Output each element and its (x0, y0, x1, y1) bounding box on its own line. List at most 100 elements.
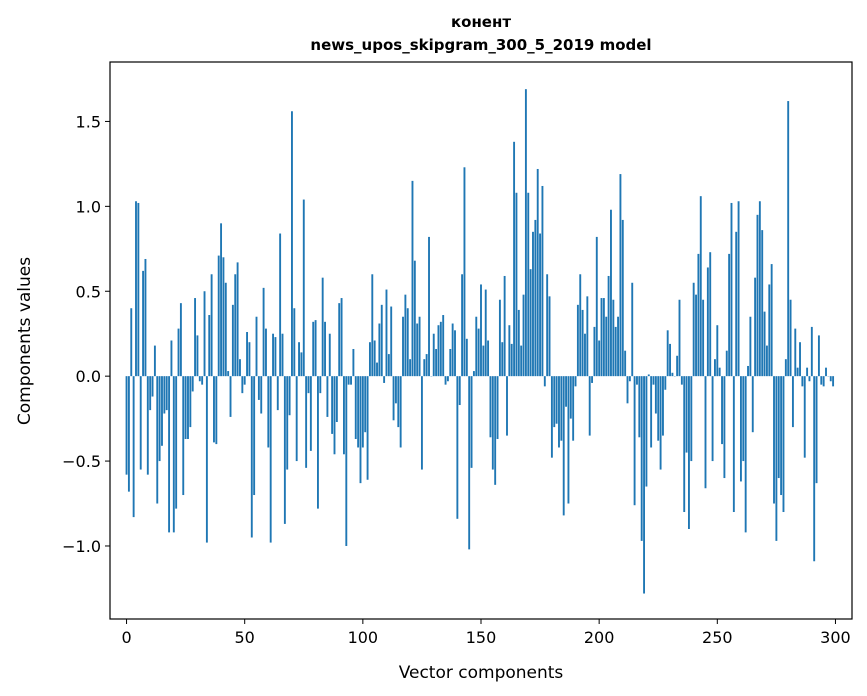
bar-229 (666, 330, 669, 377)
bar-264 (749, 316, 752, 377)
bar-142 (461, 274, 464, 377)
bar-150 (480, 284, 482, 377)
bar-111 (387, 354, 390, 377)
bar-269 (761, 230, 764, 377)
bar-273 (770, 264, 773, 377)
bar-230 (669, 343, 671, 377)
bar-199 (595, 236, 598, 377)
bar-295 (822, 376, 825, 387)
bar-281 (789, 299, 792, 377)
bar-47 (236, 262, 239, 377)
bar-63 (274, 337, 277, 377)
bar-149 (477, 328, 480, 377)
bar-206 (612, 299, 615, 377)
y-axis-label: Components values (15, 257, 35, 425)
bar-252 (721, 376, 723, 445)
bar-236 (683, 376, 686, 513)
bar-27 (189, 376, 192, 428)
bar-17 (165, 376, 168, 411)
bar-233 (676, 355, 679, 377)
bar-46 (234, 274, 237, 377)
bar-218 (640, 376, 643, 541)
bar-136 (446, 376, 449, 382)
bar-224 (654, 376, 657, 414)
bar-223 (652, 376, 655, 385)
bar-175 (539, 233, 542, 377)
bar-29 (194, 298, 197, 377)
bar-32 (201, 376, 204, 385)
bar-298 (829, 376, 832, 382)
bar-106 (376, 362, 378, 377)
bar-181 (553, 376, 556, 428)
bar-261 (742, 376, 745, 462)
bar-83 (321, 277, 324, 377)
bar-50 (243, 376, 246, 385)
bar-255 (728, 253, 731, 377)
bar-12 (153, 345, 156, 377)
bar-76 (305, 376, 308, 468)
bar-62 (272, 333, 274, 377)
bar-118 (404, 294, 407, 377)
bar-52 (248, 342, 251, 377)
bar-18 (168, 376, 171, 533)
bar-197 (591, 376, 594, 383)
bar-114 (394, 376, 397, 404)
bar-271 (765, 345, 768, 377)
bar-198 (593, 326, 596, 377)
bar-247 (709, 252, 712, 377)
bar-33 (203, 291, 206, 377)
bar-279 (784, 359, 787, 377)
bar-13 (156, 376, 159, 504)
bar-130 (432, 333, 435, 377)
bar-51 (246, 332, 248, 377)
bar-208 (617, 316, 619, 377)
bar-187 (567, 376, 570, 504)
bar-221 (647, 374, 650, 377)
bar-71 (293, 308, 296, 377)
bar-89 (335, 376, 338, 423)
x-tick-label: 50 (235, 628, 255, 647)
bar-58 (262, 287, 265, 377)
bar-22 (177, 328, 180, 377)
bar-103 (368, 342, 371, 377)
bar-82 (319, 376, 322, 394)
bar-296 (825, 367, 827, 377)
bar-75 (302, 199, 305, 377)
bar-116 (399, 376, 402, 448)
bar-124 (418, 316, 421, 377)
bar-110 (385, 289, 388, 377)
bar-200 (598, 340, 601, 377)
bar-243 (699, 196, 702, 377)
bar-109 (383, 376, 386, 383)
bar-287 (803, 376, 806, 458)
bar-289 (808, 376, 811, 382)
bar-134 (442, 315, 445, 377)
bar-205 (610, 209, 612, 377)
bar-171 (529, 269, 532, 377)
bar-239 (690, 376, 693, 462)
bar-294 (820, 376, 823, 385)
bar-126 (423, 359, 426, 377)
bar-79 (312, 321, 315, 377)
bar-196 (588, 376, 591, 436)
bar-25 (184, 376, 187, 439)
bar-286 (801, 376, 804, 387)
bar-148 (475, 316, 478, 377)
bar-277 (780, 376, 783, 496)
bar-series (125, 89, 835, 594)
bar-242 (697, 253, 700, 377)
chart-subtitle: news_upos_skipgram_300_5_2019 model (310, 36, 651, 54)
bar-237 (685, 376, 688, 453)
bar-102 (366, 376, 369, 480)
bar-84 (324, 321, 326, 377)
bar-266 (754, 277, 757, 377)
bar-257 (732, 376, 735, 513)
bar-288 (806, 367, 809, 377)
bar-291 (813, 376, 816, 562)
bar-57 (260, 376, 263, 414)
bar-151 (482, 345, 485, 377)
bar-155 (491, 376, 494, 470)
bar-3 (132, 376, 135, 518)
bar-88 (333, 376, 336, 455)
bar-65 (279, 233, 282, 377)
